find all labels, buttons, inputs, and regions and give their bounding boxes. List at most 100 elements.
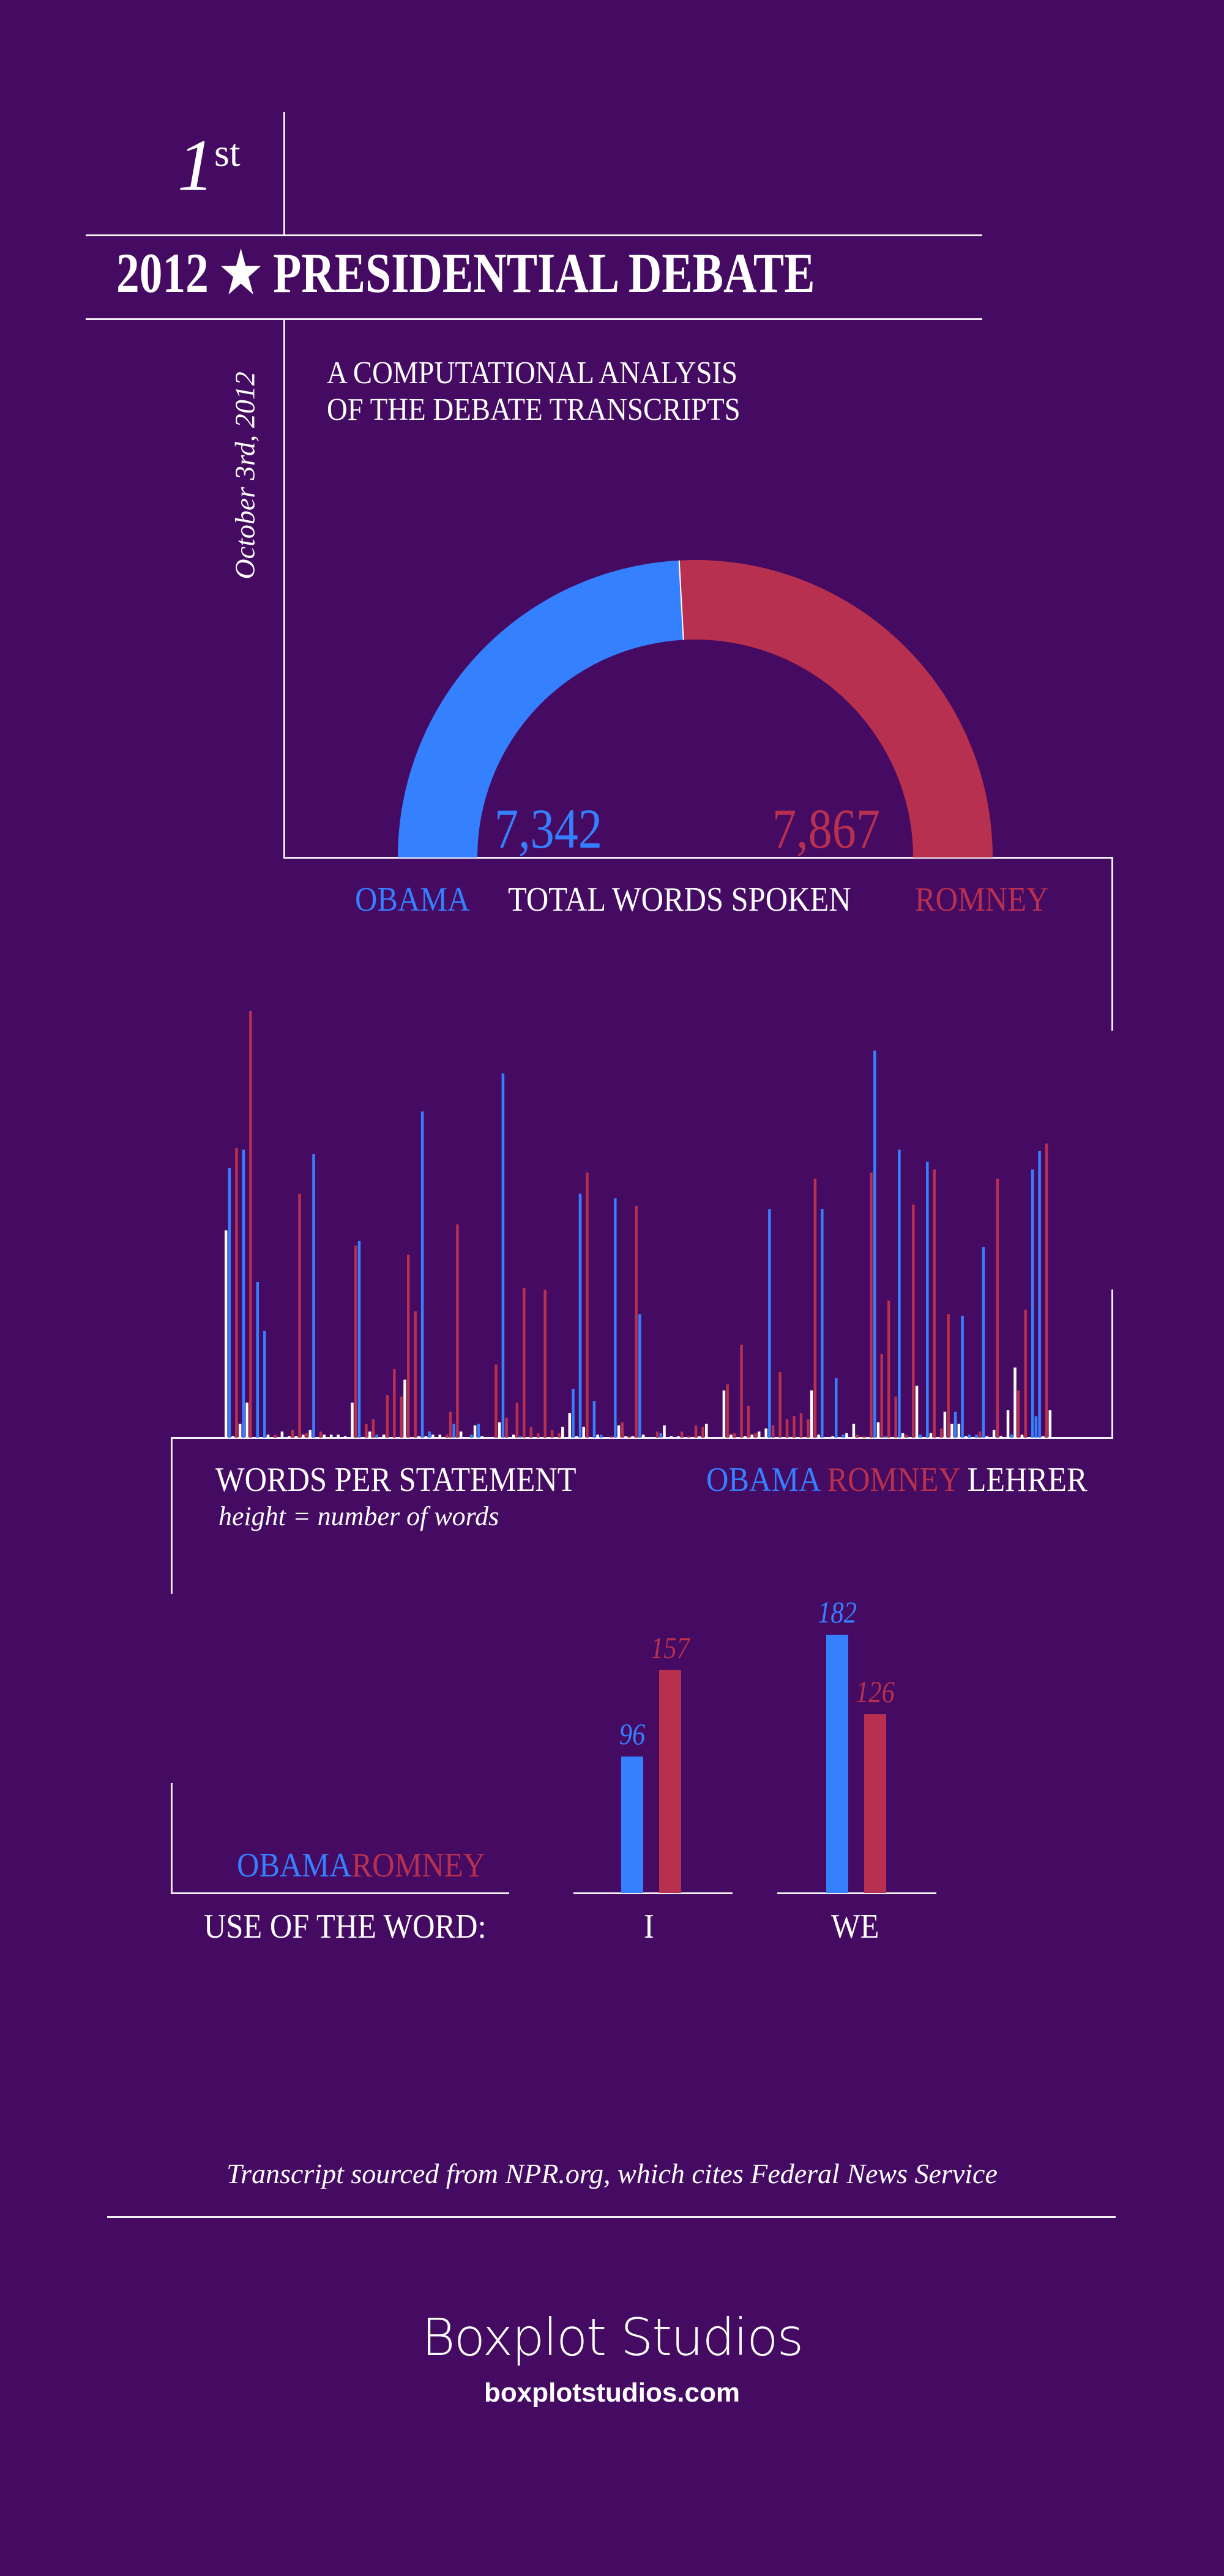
word-value-romney-i: 157 bbox=[651, 1630, 690, 1665]
statement-bar-romney bbox=[406, 1255, 410, 1438]
statement-bar-romney bbox=[523, 1288, 526, 1438]
statement-bar-lehrer bbox=[459, 1432, 463, 1438]
statement-bar-lehrer bbox=[845, 1433, 848, 1438]
statement-bar-lehrer bbox=[294, 1436, 298, 1438]
debate-ordinal: 1st bbox=[177, 129, 241, 202]
statement-bar-lehrer bbox=[943, 1411, 947, 1438]
statement-bar-lehrer bbox=[1013, 1367, 1017, 1438]
statement-bar-lehrer bbox=[480, 1436, 483, 1438]
statement-bar-lehrer bbox=[568, 1413, 572, 1438]
statement-bar-romney bbox=[449, 1411, 452, 1438]
word-value-obama-i: 96 bbox=[619, 1717, 646, 1752]
statement-bar-lehrer bbox=[473, 1425, 477, 1438]
statement-bar-lehrer bbox=[810, 1390, 813, 1438]
statement-bar-lehrer bbox=[323, 1435, 326, 1438]
statement-bar-romney bbox=[494, 1364, 498, 1438]
statement-bar-lehrer bbox=[876, 1422, 880, 1438]
statement-bar-romney bbox=[627, 1436, 631, 1438]
statement-bar-lehrer bbox=[280, 1432, 284, 1438]
statement-bar-romney bbox=[694, 1425, 698, 1438]
statements-legend: OBAMA ROMNEY LEHRER bbox=[706, 1463, 1088, 1497]
legend-obama: OBAMA bbox=[706, 1461, 819, 1499]
statement-bar-obama bbox=[961, 1315, 964, 1438]
word-value-romney-we: 126 bbox=[856, 1674, 895, 1709]
statement-bar-romney bbox=[813, 1178, 817, 1438]
connector-right-1 bbox=[1111, 857, 1113, 1031]
legend-obama-word: OBAMA bbox=[237, 1846, 352, 1884]
statement-bar-obama bbox=[1010, 1435, 1013, 1438]
statement-bar-romney bbox=[298, 1193, 301, 1438]
word-use-legend: OBAMAROMNEY bbox=[237, 1848, 485, 1883]
statement-bar-lehrer bbox=[382, 1435, 386, 1438]
statement-bar-romney bbox=[550, 1430, 554, 1438]
statement-bar-lehrer bbox=[337, 1435, 340, 1438]
word-bar-obama-we bbox=[826, 1634, 848, 1893]
statement-bar-lehrer bbox=[705, 1424, 708, 1438]
donut-segment-obama bbox=[398, 560, 684, 857]
statement-bar-obama bbox=[501, 1073, 505, 1438]
statement-bar-romney bbox=[996, 1178, 999, 1438]
statements-subtitle: height = number of words bbox=[218, 1501, 499, 1531]
statement-bar-obama bbox=[420, 1111, 424, 1438]
statement-bar-lehrer bbox=[424, 1436, 428, 1438]
statement-bar-lehrer bbox=[757, 1432, 761, 1438]
romney-total-value: 7,867 bbox=[772, 797, 880, 860]
statements-title: WORDS PER STATEMENT bbox=[215, 1461, 577, 1499]
statement-bar-lehrer bbox=[231, 1436, 234, 1438]
statement-bar-romney bbox=[1045, 1143, 1048, 1438]
statement-bar-romney bbox=[291, 1430, 294, 1438]
statement-bar-romney bbox=[586, 1172, 589, 1438]
word-bar-romney-we bbox=[864, 1714, 886, 1893]
statement-bar-lehrer bbox=[985, 1436, 988, 1438]
statement-bar-romney bbox=[635, 1206, 638, 1438]
donut-segment-romney bbox=[679, 560, 993, 857]
statement-bar-obama bbox=[953, 1411, 957, 1438]
statement-bar-romney bbox=[894, 1396, 897, 1438]
word-value-obama-we: 182 bbox=[818, 1594, 857, 1629]
statement-bar-romney bbox=[807, 1419, 810, 1438]
statement-bar-lehrer bbox=[575, 1436, 578, 1438]
words-per-statement-chart bbox=[225, 1010, 1052, 1438]
donut-baseline bbox=[283, 857, 1113, 859]
statement-bar-obama bbox=[842, 1435, 845, 1438]
statement-bar-romney bbox=[939, 1428, 943, 1438]
statement-bar-obama bbox=[470, 1435, 473, 1438]
statement-bar-lehrer bbox=[417, 1436, 420, 1438]
statement-bar-romney bbox=[771, 1425, 775, 1438]
statement-bar-lehrer bbox=[730, 1435, 733, 1438]
statement-bar-lehrer bbox=[901, 1433, 905, 1438]
connector-left-1 bbox=[171, 1437, 173, 1594]
statement-bar-obama bbox=[452, 1424, 455, 1438]
total-words-title: TOTAL WORDS SPOKEN bbox=[508, 881, 851, 919]
statement-bar-lehrer bbox=[1020, 1435, 1024, 1438]
statement-bar-lehrer bbox=[368, 1432, 371, 1438]
statement-bar-lehrer bbox=[596, 1435, 599, 1438]
statement-bar-obama bbox=[256, 1282, 259, 1438]
words-baseline-we bbox=[777, 1892, 936, 1894]
statement-bar-romney bbox=[305, 1433, 308, 1438]
statement-bar-romney bbox=[687, 1436, 690, 1438]
statement-bar-romney bbox=[456, 1224, 459, 1438]
statement-bar-romney bbox=[515, 1402, 519, 1438]
total-words-donut bbox=[398, 560, 993, 857]
page-title: 2012 ★ PRESIDENTIAL DEBATE bbox=[116, 242, 815, 304]
statement-bar-lehrer bbox=[744, 1436, 747, 1438]
statement-bar-romney bbox=[371, 1419, 375, 1438]
statement-bar-lehrer bbox=[1048, 1410, 1052, 1438]
statement-bar-romney bbox=[978, 1432, 982, 1438]
statement-bar-lehrer bbox=[670, 1436, 673, 1438]
statement-bar-romney bbox=[414, 1311, 417, 1438]
statement-bar-romney bbox=[870, 1172, 873, 1438]
statement-bar-obama bbox=[428, 1432, 431, 1438]
statement-bar-obama bbox=[1038, 1151, 1041, 1438]
statement-bar-obama bbox=[1031, 1169, 1034, 1438]
statement-bar-obama bbox=[519, 1436, 522, 1438]
statement-bar-lehrer bbox=[431, 1435, 435, 1438]
legend-romney: ROMNEY bbox=[827, 1461, 960, 1499]
statement-bar-lehrer bbox=[498, 1422, 501, 1438]
brand-url[interactable]: boxplotstudios.com bbox=[484, 2378, 740, 2408]
statement-bar-obama bbox=[357, 1241, 361, 1438]
statement-bar-romney bbox=[365, 1424, 368, 1438]
statement-bar-obama bbox=[477, 1424, 480, 1438]
statement-bar-romney bbox=[778, 1372, 782, 1438]
